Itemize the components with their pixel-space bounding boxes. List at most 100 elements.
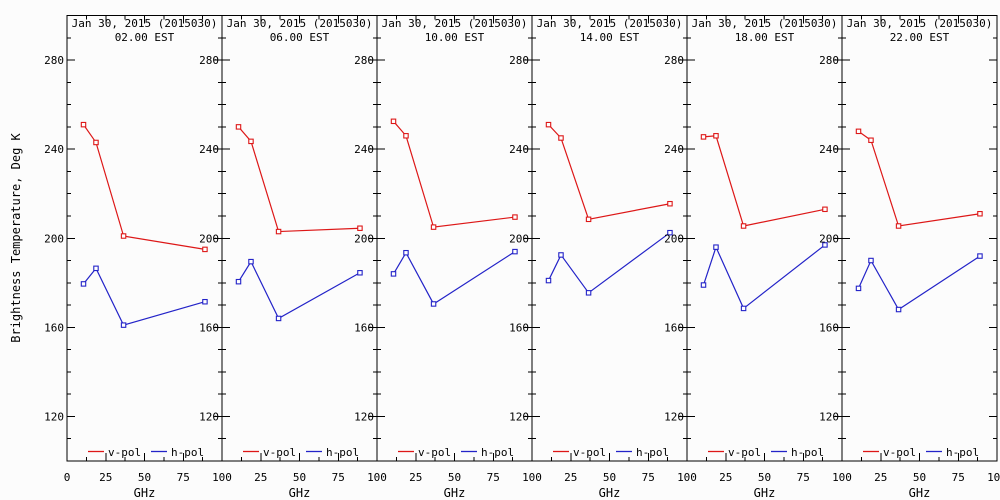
v-pol-line — [393, 120, 516, 228]
data-point-marker — [80, 121, 87, 128]
data-point-marker — [545, 277, 552, 284]
data-point-marker — [403, 133, 409, 139]
y-tick-label: 240 — [199, 143, 219, 156]
data-point-marker — [357, 225, 363, 231]
data-point-marker — [667, 200, 673, 207]
x-ticks — [686, 15, 843, 461]
x-tick-label: 50 — [293, 471, 306, 484]
x-axis-label: GHz — [444, 486, 466, 500]
x-tick-label: 0 — [64, 471, 71, 484]
y-tick-label: 160 — [44, 321, 64, 334]
legend: v-pol h-pol — [243, 446, 359, 459]
x-axis-label: GHz — [909, 486, 931, 500]
data-point-marker — [822, 206, 828, 213]
data-point-marker — [202, 246, 208, 253]
h-pol-markers — [235, 258, 363, 322]
panel-subtitle: 18.00 EST — [735, 31, 795, 44]
data-point-marker — [248, 138, 254, 145]
legend: v-pol h-pol — [553, 446, 669, 459]
data-point-marker — [558, 135, 564, 141]
x-tick-label: 75 — [952, 471, 965, 484]
panel-18-00-est: 280 240 200 160 120 25 50 75 100 GHz Jan 30, 2015 … — [664, 15, 852, 500]
legend-h-pol-label: h-pol — [326, 446, 359, 459]
y-tick-label: 200 — [509, 232, 529, 245]
data-point-marker — [235, 278, 242, 285]
panel-subtitle: 22.00 EST — [890, 31, 950, 44]
y-ticks — [842, 37, 997, 440]
y-tick-label: 280 — [199, 54, 219, 67]
legend-h-pol-label: h-pol — [791, 446, 824, 459]
y-tick-label: 200 — [664, 232, 684, 245]
data-point-marker — [868, 137, 874, 143]
panel-subtitle: 06.00 EST — [270, 31, 330, 44]
data-point-marker — [235, 124, 242, 130]
h-pol-markers — [700, 242, 828, 312]
y-tick-label: 160 — [664, 321, 684, 334]
y-tick-label: 160 — [354, 321, 374, 334]
panel-subtitle: 10.00 EST — [425, 31, 485, 44]
y-ticks — [67, 37, 222, 440]
data-point-marker — [855, 285, 862, 292]
h-pol-line — [83, 267, 206, 326]
data-point-marker — [93, 139, 99, 146]
v-pol-markers — [80, 121, 208, 253]
data-point-marker — [895, 306, 902, 313]
v-pol-line — [548, 124, 671, 221]
legend-v-pol-label: v-pol — [883, 446, 916, 459]
data-point-marker — [713, 133, 719, 139]
data-point-marker — [80, 281, 87, 287]
h-pol-markers — [80, 265, 208, 328]
panel-06-00-est: 280 240 200 160 120 25 50 75 100 GHz Jan 30, 2015 … — [199, 15, 387, 500]
y-tick-label: 240 — [509, 143, 529, 156]
data-point-marker — [275, 228, 282, 235]
h-pol-line — [702, 244, 826, 310]
v-pol-markers — [855, 128, 983, 229]
data-point-marker — [545, 121, 552, 128]
panel-title: Jan 30, 2015 (2015030) — [692, 17, 838, 30]
data-point-marker — [275, 315, 282, 322]
data-point-marker — [430, 301, 437, 307]
legend-h-pol-label: h-pol — [946, 446, 979, 459]
x-tick-label: 25 — [719, 471, 732, 484]
x-axis-label: GHz — [754, 486, 776, 500]
x-tick-label: 100 — [522, 471, 542, 484]
v-pol-line — [703, 135, 826, 227]
v-pol-markers — [235, 124, 363, 235]
panel-22-00-est: 280 240 200 160 120 25 50 75 100 GHz Jan 30, 2015 … — [819, 15, 1000, 500]
legend: v-pol h-pol — [863, 446, 979, 459]
legend-v-pol-label: v-pol — [573, 446, 606, 459]
x-tick-label: 50 — [138, 471, 151, 484]
y-ticks — [377, 37, 532, 440]
x-tick-label: 75 — [487, 471, 500, 484]
panel-subtitle: 14.00 EST — [580, 31, 640, 44]
data-point-marker — [700, 134, 707, 140]
x-tick-label: 50 — [448, 471, 461, 484]
h-pol-markers — [390, 248, 518, 307]
legend: v-pol h-pol — [708, 446, 824, 459]
y-tick-label: 200 — [354, 232, 374, 245]
legend-v-pol-label: v-pol — [108, 446, 141, 459]
legend: v-pol h-pol — [88, 446, 204, 459]
v-pol-markers — [545, 121, 673, 223]
x-axis-label: GHz — [599, 486, 621, 500]
legend-h-pol-label: h-pol — [636, 446, 669, 459]
h-pol-markers — [545, 229, 673, 296]
x-tick-label: 25 — [99, 471, 112, 484]
x-tick-label: 50 — [758, 471, 771, 484]
x-tick-label: 50 — [913, 471, 926, 484]
x-tick-label: 25 — [564, 471, 577, 484]
y-tick-label: 200 — [199, 232, 219, 245]
y-tick-label: 280 — [354, 54, 374, 67]
data-point-marker — [585, 290, 592, 296]
data-point-marker — [822, 242, 828, 248]
x-tick-label: 100 — [212, 471, 232, 484]
x-axis-label: GHz — [289, 486, 311, 500]
y-tick-label: 160 — [509, 321, 529, 334]
legend-h-pol-label: h-pol — [171, 446, 204, 459]
panel-02-00-est: 280 240 200 160 120 0 25 50 75 100 GHz Jan 30, 2015… — [44, 15, 232, 500]
data-point-marker — [713, 244, 719, 250]
x-tick-label: 75 — [797, 471, 810, 484]
y-tick-label: 280 — [44, 54, 64, 67]
x-tick-label: 25 — [874, 471, 887, 484]
